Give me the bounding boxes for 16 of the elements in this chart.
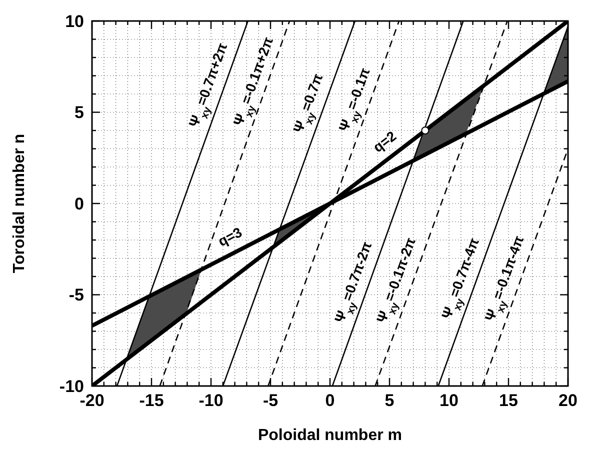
x-tick-label: -10 [198, 391, 224, 410]
x-tick-label: -5 [262, 391, 278, 410]
y-tick-label: 5 [74, 103, 84, 122]
y-tick-label: -5 [68, 286, 84, 305]
x-tick-label: 15 [499, 391, 518, 410]
annotation: q=2 [370, 128, 400, 156]
x-tick-label: 5 [384, 391, 394, 410]
x-tick-label: 0 [325, 391, 335, 410]
x-tick-label: 20 [558, 391, 578, 410]
x-tick-label: -15 [139, 391, 164, 410]
y-tick-label: 0 [74, 194, 84, 214]
annotation: q=3 [215, 224, 245, 250]
x-tick-label: 10 [440, 391, 458, 410]
y-tick-label: 10 [65, 12, 84, 31]
x-axis-title: Poloidal number m [258, 427, 402, 444]
y-axis-title: Toroidal number n [11, 134, 28, 274]
